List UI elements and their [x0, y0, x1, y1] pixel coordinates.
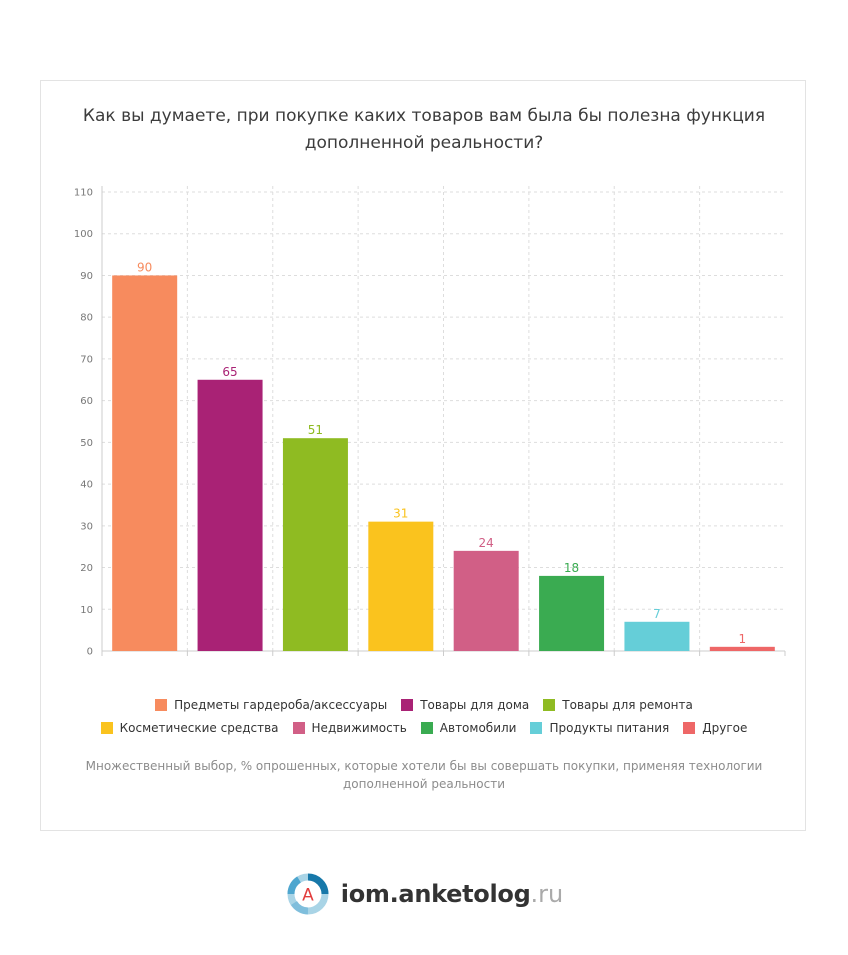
- data-label: 1: [738, 632, 746, 646]
- legend-row: Косметические средства Недвижимость Автомо…: [41, 716, 807, 739]
- legend-label: Недвижимость: [311, 720, 407, 735]
- y-tick-label: 20: [80, 563, 93, 574]
- legend-label: Косметические средства: [119, 720, 279, 735]
- bar: [112, 275, 178, 651]
- legend-swatch: [292, 721, 305, 734]
- legend-item: Косметические средства: [100, 720, 279, 735]
- data-label: 24: [479, 536, 494, 550]
- data-label: 65: [222, 365, 237, 379]
- bar: [368, 521, 434, 651]
- legend-item: Предметы гардероба/аксессуары: [155, 698, 387, 712]
- y-tick-label: 10: [80, 605, 93, 616]
- bar: [709, 646, 775, 651]
- data-label: 31: [393, 507, 408, 521]
- bar: [539, 575, 605, 651]
- chart-title: Как вы думаете, при покупке каких товаро…: [82, 106, 766, 153]
- y-tick-label: 110: [74, 188, 93, 199]
- brand-text: iom.anketolog: [340, 880, 531, 908]
- y-tick-label: 100: [74, 229, 93, 240]
- y-tick-label: 70: [80, 354, 93, 365]
- legend-label: Предметы гардероба/аксессуары: [174, 697, 388, 712]
- data-label: 7: [653, 607, 661, 621]
- legend-label: Продукты питания: [549, 720, 670, 735]
- footer: A iom.anketolog.ru: [0, 866, 848, 922]
- legend-item: Продукты питания: [530, 721, 669, 735]
- y-tick-label: 40: [80, 480, 93, 491]
- legend-swatch: [683, 721, 696, 734]
- brand-name: iom.anketolog.ru: [341, 880, 563, 908]
- legend-item: Автомобили: [420, 720, 517, 735]
- bar: [453, 550, 519, 651]
- data-label: 90: [137, 260, 152, 274]
- legend-label: Автомобили: [439, 720, 517, 735]
- y-tick-label: 90: [80, 271, 93, 282]
- legend-item: Товары для дома: [401, 698, 529, 712]
- logo-letter: A: [302, 886, 314, 906]
- legend-label: Товары для ремонта: [562, 697, 693, 712]
- legend-swatch: [100, 721, 113, 734]
- y-tick-label: 30: [80, 521, 93, 532]
- chart-card: Как вы думаете, при покупке каких товаро…: [40, 80, 806, 831]
- anketolog-logo-icon: A: [287, 873, 329, 915]
- legend-swatch: [401, 698, 414, 711]
- y-tick-label: 50: [80, 438, 93, 449]
- bar-chart: 0 10 20 30 40 50 60 70 80 90 100 110 90 65 51 31 24 18 7 1: [74, 186, 786, 658]
- legend-swatch: [155, 698, 168, 711]
- legend-swatch: [530, 721, 543, 734]
- chart-note: Множественный выбор, % опрошенных, котор…: [85, 759, 763, 791]
- legend-swatch: [420, 721, 433, 734]
- legend-label: Другое: [702, 720, 748, 735]
- legend-item: Другое: [683, 721, 747, 735]
- data-label: 18: [564, 561, 579, 575]
- legend-row: Предметы гардероба/аксессуары Товары для …: [41, 693, 807, 716]
- y-tick-label: 60: [80, 396, 93, 407]
- legend-item: Товары для ремонта: [543, 698, 693, 712]
- legend-label: Товары для дома: [420, 697, 530, 712]
- bar: [624, 621, 690, 651]
- bar: [197, 379, 263, 651]
- bar: [282, 438, 348, 651]
- legend: Предметы гардероба/аксессуары Товары для …: [41, 693, 807, 739]
- y-tick-label: 80: [80, 313, 93, 324]
- data-label: 51: [308, 423, 323, 437]
- legend-swatch: [543, 698, 556, 711]
- brand-suffix: .ru: [530, 880, 564, 908]
- legend-item: Недвижимость: [292, 720, 407, 735]
- y-tick-label: 0: [87, 647, 93, 658]
